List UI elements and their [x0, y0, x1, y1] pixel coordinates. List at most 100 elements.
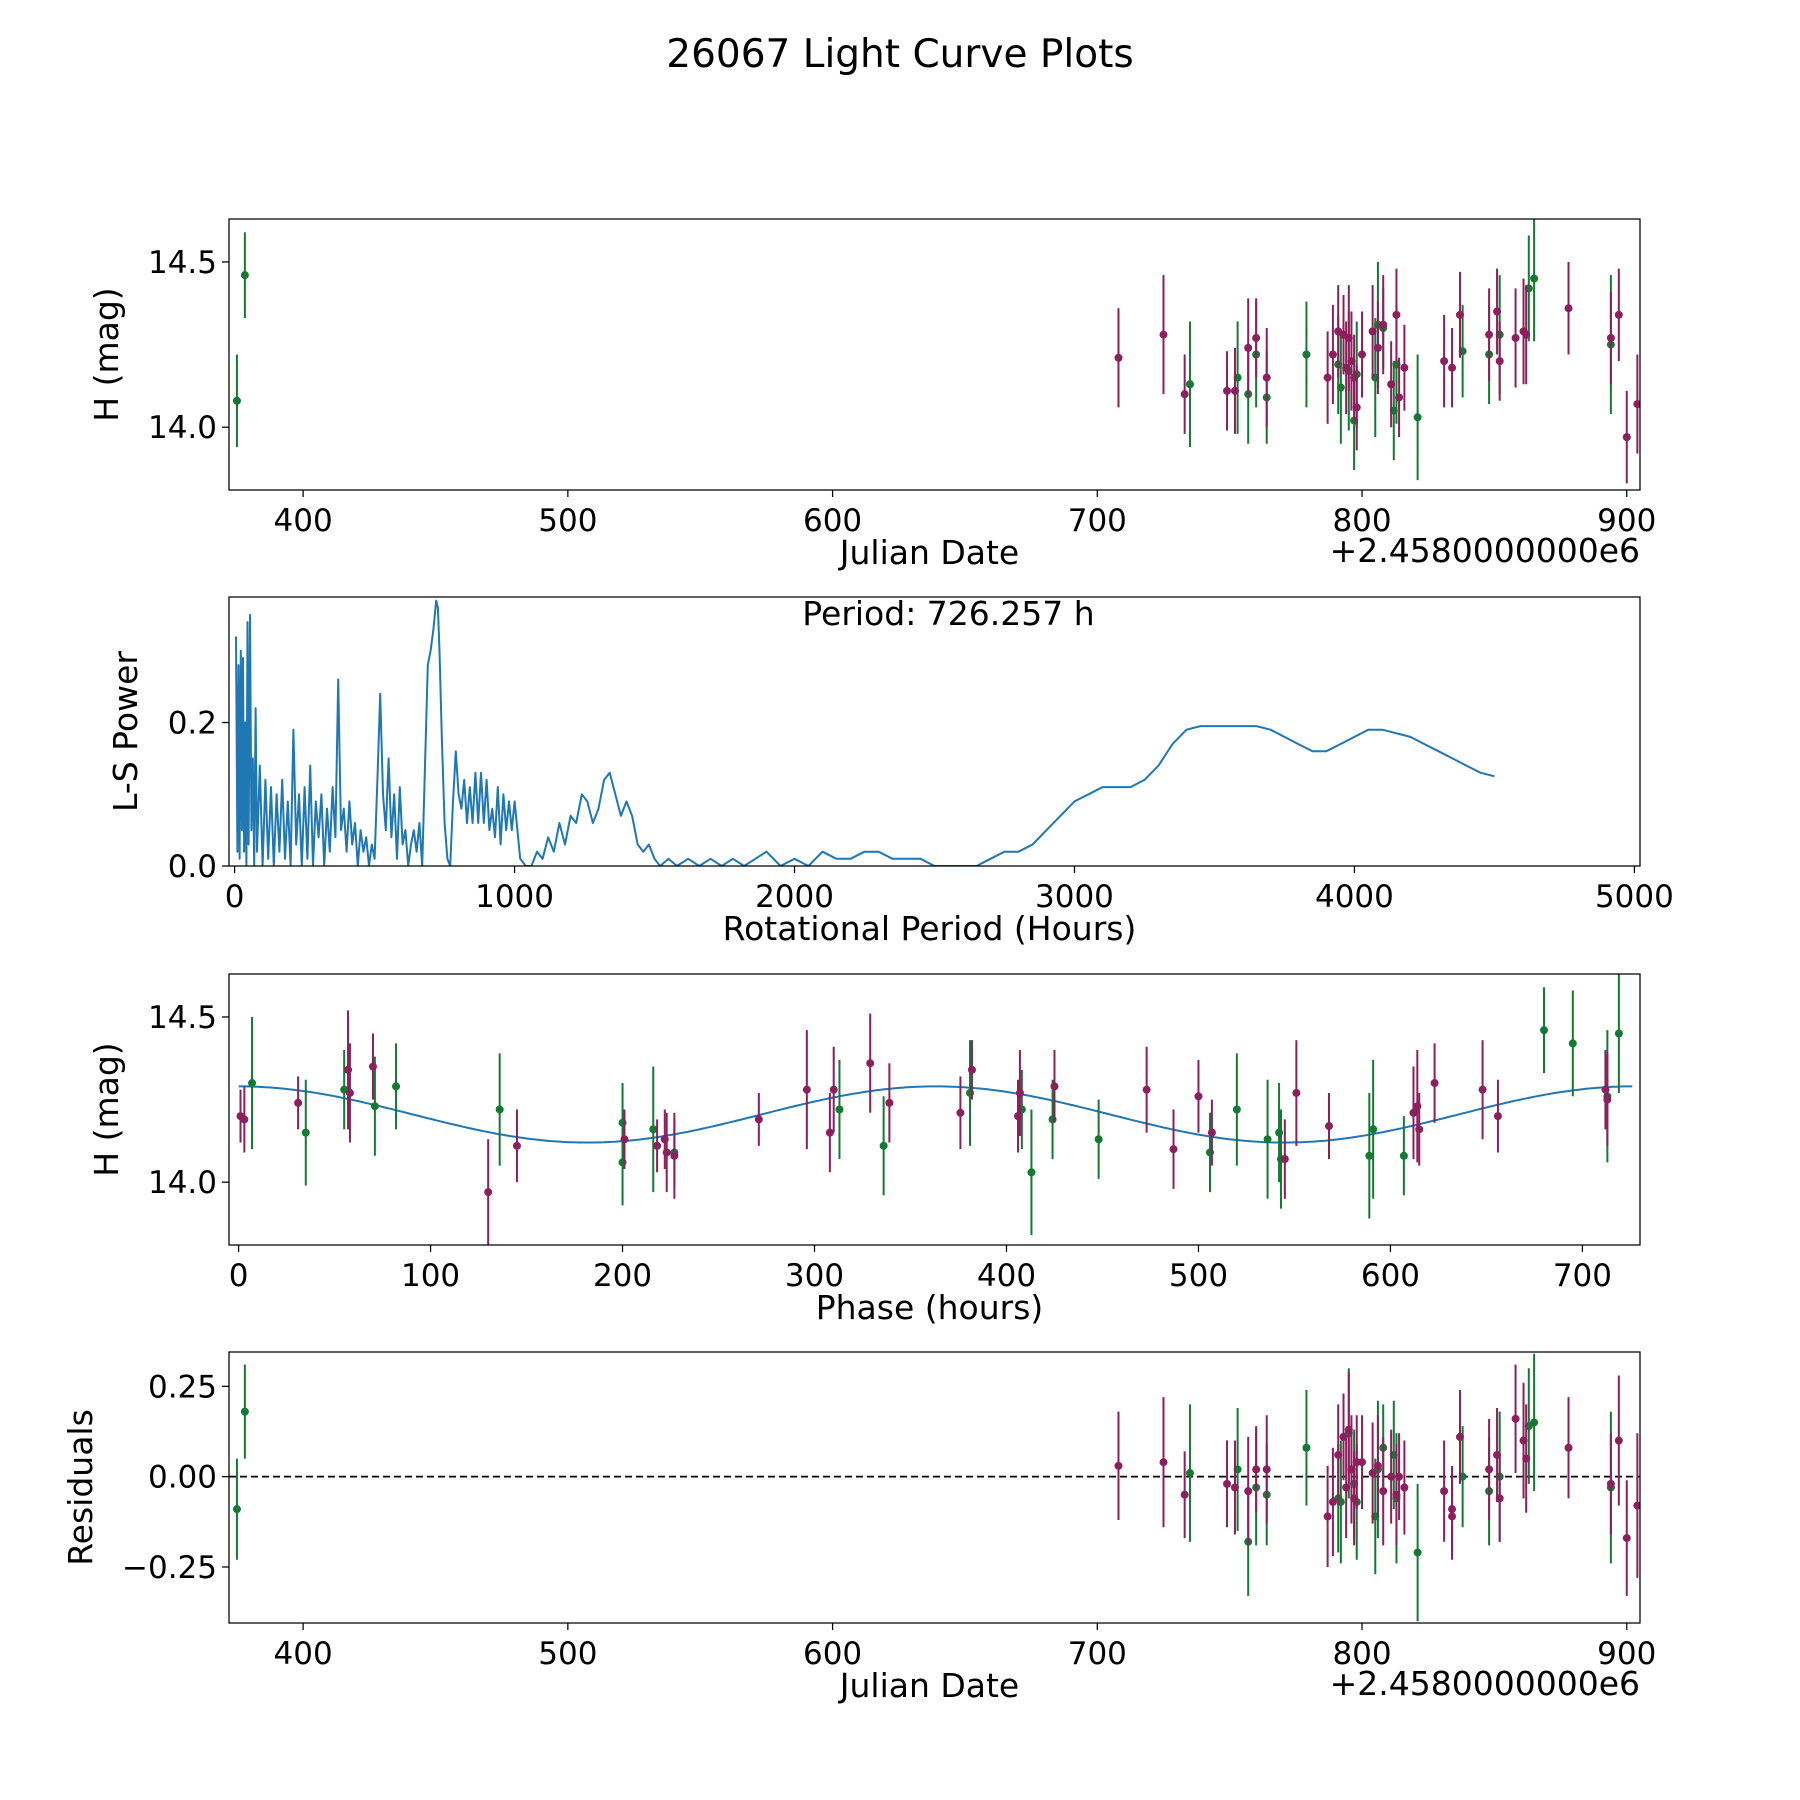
residuals-panel: 400 500 600 700 800 900 0.25 0.00 −0.25 Julian … — [61, 1351, 1656, 1705]
y-tick-label: 0.0 — [168, 849, 217, 885]
data-point — [1495, 357, 1504, 366]
data-point — [1323, 373, 1332, 382]
data-point — [1142, 1085, 1151, 1094]
y-tick-label: 14.5 — [148, 1000, 217, 1036]
data-point — [1493, 307, 1502, 316]
data-point — [1169, 1145, 1178, 1154]
data-point — [1252, 1465, 1261, 1474]
data-point — [1495, 1494, 1504, 1503]
data-point — [368, 1062, 377, 1071]
y-tick-label: 14.5 — [148, 245, 217, 281]
phased-panel: 0 100 200 300 400 500 600 700 14.0 14.5 Phase (h… — [87, 973, 1641, 1327]
data-point — [1455, 1432, 1464, 1441]
data-point — [1522, 330, 1531, 339]
x-tick-label: 800 — [1332, 503, 1391, 539]
periodogram-frame — [228, 596, 1641, 867]
data-point — [1292, 1088, 1301, 1097]
lightcurve-x-ticks: 400 500 600 700 800 900 — [274, 490, 1656, 539]
y-tick-label: 14.0 — [148, 1165, 217, 1201]
data-point — [1114, 1461, 1123, 1470]
data-point — [1027, 1168, 1036, 1177]
phased-x-label: Phase (hours) — [816, 1288, 1044, 1327]
x-tick-label: 100 — [401, 1258, 460, 1294]
residuals-x-offset: +2.4580000000e6 — [1330, 1664, 1640, 1703]
data-point — [1323, 1512, 1332, 1521]
data-point — [967, 1065, 976, 1074]
periodogram-panel: 0 1000 2000 3000 4000 5000 0.0 0.2 Rotational … — [106, 594, 1674, 948]
data-point — [1440, 357, 1449, 366]
data-point — [1230, 1483, 1239, 1492]
data-point — [345, 1088, 354, 1097]
y-tick-label: 0.2 — [168, 706, 217, 742]
x-tick-label: 600 — [1361, 1258, 1420, 1294]
data-point — [1358, 1458, 1367, 1467]
data-point — [1302, 350, 1311, 359]
data-point — [1399, 1151, 1408, 1160]
data-point — [1511, 1414, 1520, 1423]
data-point — [1223, 1479, 1232, 1488]
x-tick-label: 4000 — [1315, 879, 1394, 915]
data-point — [392, 1082, 401, 1091]
data-point — [1478, 1085, 1487, 1094]
x-tick-label: 300 — [785, 1258, 844, 1294]
purple-series — [1114, 261, 1640, 484]
x-tick-label: 2000 — [755, 879, 834, 915]
y-tick-label: −0.25 — [122, 1550, 217, 1586]
residuals-x-label: Julian Date — [838, 1666, 1020, 1705]
data-point — [1409, 1108, 1418, 1117]
x-tick-label: 400 — [977, 1258, 1036, 1294]
residuals-plot-area — [229, 1353, 1640, 1622]
data-point — [1379, 1487, 1388, 1496]
data-point — [240, 271, 249, 280]
data-point — [1358, 350, 1367, 359]
data-point — [1185, 1469, 1194, 1478]
data-point — [1606, 333, 1615, 342]
data-point — [1159, 330, 1168, 339]
periodogram-line — [235, 599, 1495, 866]
data-point — [1633, 1501, 1640, 1510]
data-point — [754, 1115, 763, 1124]
data-point — [649, 1125, 658, 1134]
data-point — [879, 1141, 888, 1150]
lightcurve-panel: 400 500 600 700 800 900 14.014.5 Julian Date … — [87, 218, 1656, 572]
lightcurve-y-ticks: 14.0 14.5 — [148, 245, 229, 446]
sinusoid-fit-line — [238, 1085, 1633, 1144]
x-tick-label: 200 — [593, 1258, 652, 1294]
data-point — [484, 1188, 493, 1197]
data-point — [1244, 1487, 1253, 1496]
residuals-y-ticks: 0.25 0.00 −0.25 — [122, 1369, 229, 1586]
data-point — [1352, 403, 1361, 412]
x-tick-label: 500 — [1169, 1258, 1228, 1294]
data-point — [1368, 327, 1377, 336]
data-point — [885, 1098, 894, 1107]
data-point — [1485, 1465, 1494, 1474]
data-point — [1614, 1029, 1623, 1038]
data-point — [670, 1151, 679, 1160]
phased-plot-area — [236, 974, 1633, 1245]
data-point — [662, 1148, 671, 1157]
data-point — [1252, 333, 1261, 342]
plot-content — [236, 974, 1633, 1245]
data-point — [1564, 1443, 1573, 1452]
periodogram-x-ticks: 0 1000 2000 3000 4000 5000 — [225, 866, 1674, 915]
data-point — [1622, 433, 1631, 442]
data-point — [240, 1115, 249, 1124]
data-point — [1395, 393, 1404, 402]
y-tick-label: 14.0 — [148, 410, 217, 446]
x-tick-label: 1000 — [475, 879, 554, 915]
data-point — [1448, 363, 1457, 372]
x-tick-label: 500 — [538, 503, 597, 539]
x-tick-label: 400 — [274, 1636, 333, 1672]
periodogram-y-label: L-S Power — [106, 651, 145, 812]
periodogram-y-ticks: 0.0 0.2 — [168, 706, 229, 885]
plot-content — [229, 1353, 1640, 1622]
data-point — [495, 1105, 504, 1114]
data-point — [1622, 1534, 1631, 1543]
data-point — [1180, 1490, 1189, 1499]
data-point — [1185, 380, 1194, 389]
data-point — [1207, 1128, 1216, 1137]
phased-x-ticks: 0 100 200 300 400 500 600 700 — [229, 1245, 1612, 1294]
data-point — [1280, 1155, 1289, 1164]
data-point — [1606, 1479, 1615, 1488]
data-point — [1440, 1487, 1449, 1496]
